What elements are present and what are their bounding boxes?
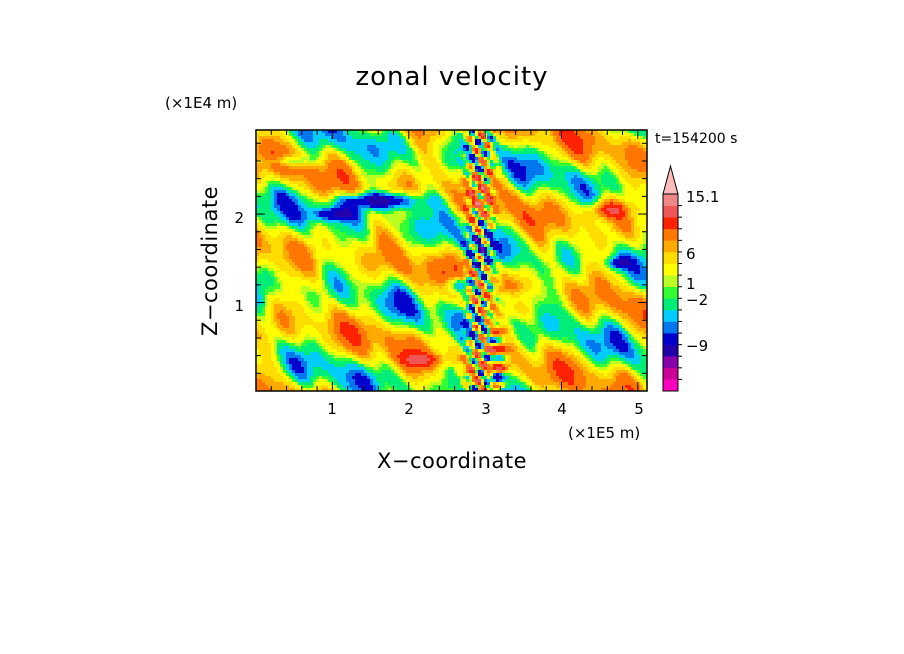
colorbar-segment — [663, 367, 678, 380]
colorbar-segment — [663, 379, 678, 392]
colorbar-segment — [663, 344, 678, 357]
colorbar-segment — [663, 263, 678, 276]
colorbar-label-1: 1 — [686, 275, 696, 293]
x-tick-label-1: 1 — [327, 400, 337, 418]
colorbar-segment — [663, 217, 678, 230]
plot-frame — [255, 129, 648, 392]
chart-title: zonal velocity — [355, 62, 548, 92]
x-tick-label-4: 4 — [557, 400, 567, 418]
colorbar-segment — [663, 333, 678, 345]
colorbar-segment — [663, 251, 678, 264]
time-label: t=154200 s — [655, 131, 737, 147]
x-axis-label: X−coordinate — [377, 449, 527, 473]
colorbar-label-6: 6 — [686, 245, 696, 263]
colorbar-label-minus-2: −2 — [686, 291, 708, 309]
colorbar-segment — [663, 275, 678, 288]
x-tick-label-3: 3 — [481, 400, 491, 418]
colorbar-segment — [663, 298, 678, 311]
y-axis-unit: (×1E4 m) — [165, 94, 237, 112]
colorbar-segment — [663, 228, 678, 241]
x-tick-label-2: 2 — [404, 400, 414, 418]
colorbar-segment — [663, 356, 678, 369]
colorbar-label-minus-9: −9 — [686, 337, 708, 355]
colorbar-segment — [663, 205, 678, 218]
velocity-field — [256, 130, 648, 392]
axis-ticks — [256, 130, 647, 391]
colorbar-segment — [663, 309, 678, 322]
y-axis-label: Z−coordinate — [198, 186, 222, 336]
y-tick-label-1: 1 — [234, 297, 244, 315]
colorbar-segment — [663, 321, 678, 334]
x-tick-label-5: 5 — [634, 400, 644, 418]
colorbar-label-15.1: 15.1 — [686, 188, 719, 206]
colorbar — [662, 164, 682, 392]
colorbar-segment — [663, 194, 678, 206]
colorbar-segment — [663, 240, 678, 253]
y-tick-label-2: 2 — [234, 209, 244, 227]
x-axis-unit: (×1E5 m) — [568, 424, 640, 442]
colorbar-arrow — [662, 164, 679, 195]
colorbar-segment — [663, 286, 678, 299]
